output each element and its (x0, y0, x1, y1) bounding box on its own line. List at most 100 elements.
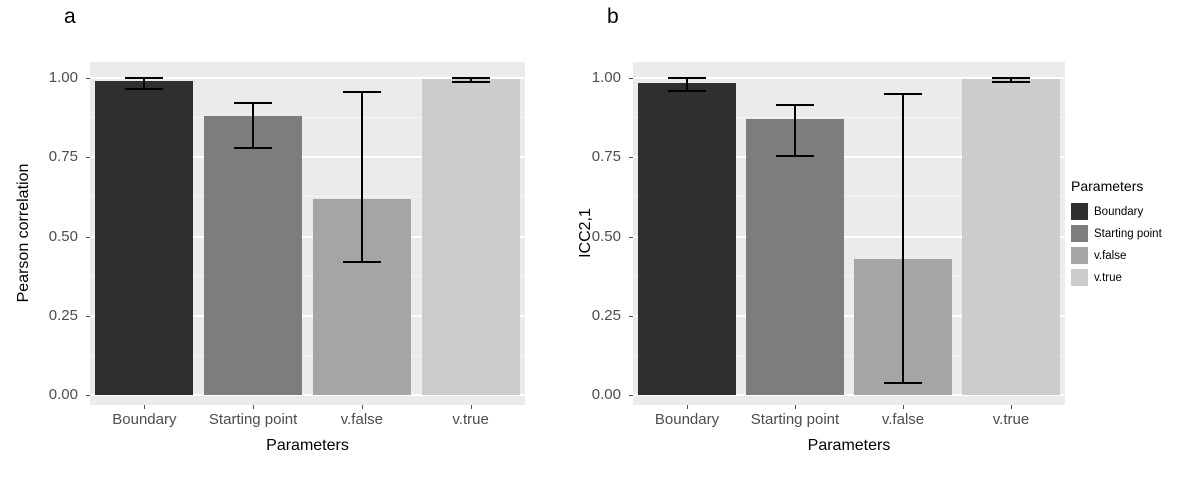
error-bar-starting-point (252, 103, 255, 148)
x-tick-label-v-true: v.true (452, 411, 489, 428)
x-tick-mark (361, 405, 363, 409)
y-tick-mark (86, 157, 90, 159)
x-tick-label-starting-point: Starting point (208, 411, 298, 428)
legend-entry-v-true: v.true (1071, 269, 1162, 286)
error-cap-low-boundary (668, 90, 706, 93)
panel-a: a Pearson correlation 0.00 0.25 0.50 0.75 1.… (0, 0, 570, 477)
y-tick-mark (86, 316, 90, 318)
error-cap-high-v-true (451, 76, 490, 79)
y-tick-label: 0.50 (591, 227, 621, 245)
gridline-major (90, 315, 525, 318)
bar-boundary (638, 82, 736, 396)
legend-swatch-v-false (1071, 247, 1088, 264)
gridline-minor (633, 117, 1065, 119)
legend: Parameters Boundary Starting point v.false… (1065, 0, 1200, 477)
x-tick-label-starting-point: Starting point (750, 411, 840, 428)
error-cap-low-boundary (125, 87, 164, 90)
error-cap-low-v-true (451, 80, 490, 83)
panel-b-x-axis-title: Parameters (807, 437, 891, 454)
gridline-minor (90, 355, 525, 357)
panel-a-x-axis-title: Parameters (266, 437, 349, 454)
y-tick-label: 0.00 (48, 386, 78, 404)
legend-swatch-starting-point (1071, 225, 1088, 242)
error-bar-v-false (902, 93, 904, 383)
x-tick-label-boundary: Boundary (112, 411, 177, 428)
gridline-minor (633, 275, 1065, 277)
panel-b-y-tick-labels: 0.00 0.25 0.50 0.75 1.00 (570, 62, 627, 405)
error-bar-starting-point (794, 104, 796, 156)
error-cap-high-v-false (342, 91, 381, 94)
x-tick-label-v-true: v.true (992, 411, 1030, 428)
legend-label: v.true (1094, 271, 1122, 284)
gridline-major (633, 156, 1065, 159)
bar-boundary (95, 81, 194, 396)
y-tick-label: 0.25 (48, 307, 78, 325)
x-tick-mark (903, 405, 904, 409)
error-cap-low-v-true (992, 80, 1030, 83)
legend-entry-v-false: v.false (1071, 247, 1162, 264)
error-cap-low-starting-point (776, 154, 814, 157)
error-cap-high-v-true (992, 76, 1030, 79)
error-cap-high-starting-point (776, 103, 814, 106)
panel-a-tag: a (64, 5, 76, 28)
error-cap-high-boundary (668, 76, 706, 79)
y-tick-label: 0.75 (591, 148, 621, 166)
gridline-minor (633, 196, 1065, 198)
y-tick-mark (629, 77, 633, 79)
gridline-major (633, 235, 1065, 238)
legend-swatch-v-true (1071, 269, 1088, 286)
error-cap-high-boundary (125, 76, 164, 79)
legend-label: Boundary (1094, 205, 1144, 218)
panel-a-y-tick-labels: 0.00 0.25 0.50 0.75 1.00 (0, 62, 84, 405)
x-tick-mark (470, 405, 472, 409)
error-cap-low-v-false (342, 261, 381, 264)
error-cap-high-starting-point (234, 102, 273, 105)
bar-v-true (421, 79, 520, 396)
gridline-minor (633, 355, 1065, 357)
error-bar-v-true (1010, 77, 1012, 82)
panel-b-tag: b (607, 5, 619, 28)
y-tick-label: 0.50 (48, 227, 78, 245)
error-bar-boundary (686, 77, 688, 92)
legend-label: v.false (1094, 249, 1127, 262)
x-tick-mark (144, 405, 146, 409)
legend-title: Parameters (1071, 178, 1144, 194)
error-cap-low-v-false (884, 381, 922, 384)
y-tick-mark (629, 236, 633, 238)
legend-entry-starting-point: Starting point (1071, 225, 1162, 242)
bar-v-true (962, 79, 1060, 396)
panel-b: b ICC2,1 0.00 0.25 0.50 0.75 1.00 Boundary St… (570, 0, 1065, 477)
gridline-major (90, 156, 525, 159)
y-tick-mark (86, 236, 90, 238)
x-tick-mark (795, 405, 796, 409)
bar-starting-point (204, 115, 303, 396)
legend-swatch-boundary (1071, 203, 1088, 220)
error-bar-v-true (469, 77, 472, 82)
y-tick-label: 0.75 (48, 148, 78, 166)
error-cap-low-starting-point (234, 146, 273, 149)
y-tick-label: 1.00 (48, 68, 78, 86)
y-tick-mark (629, 395, 633, 397)
y-tick-label: 0.00 (591, 386, 621, 404)
gridline-minor (90, 275, 525, 277)
error-bar-v-false (360, 92, 363, 263)
gridline-major (90, 394, 525, 397)
y-tick-label: 1.00 (591, 68, 621, 86)
x-tick-mark (1011, 405, 1012, 409)
x-tick-label-v-false: v.false (881, 411, 925, 428)
y-tick-label: 0.25 (591, 307, 621, 325)
panel-b-x-tick-labels: Boundary Starting point v.false v.true (633, 411, 1065, 431)
y-tick-mark (629, 316, 633, 318)
x-tick-label-boundary: Boundary (654, 411, 720, 428)
panel-b-plot-area (633, 62, 1065, 405)
legend-label: Starting point (1094, 227, 1162, 240)
legend-entries: Boundary Starting point v.false v.true (1071, 203, 1162, 286)
bar-starting-point (746, 119, 844, 396)
y-tick-mark (86, 77, 90, 79)
error-bar-boundary (143, 77, 146, 89)
x-tick-mark (253, 405, 255, 409)
gridline-major (633, 315, 1065, 318)
gridline-minor (90, 117, 525, 119)
y-tick-mark (629, 157, 633, 159)
